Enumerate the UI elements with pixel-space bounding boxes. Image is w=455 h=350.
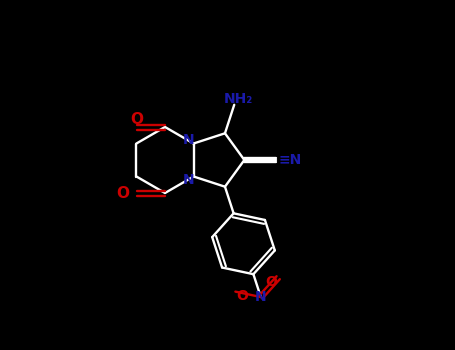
Text: N: N <box>183 133 194 147</box>
Text: O: O <box>265 275 277 289</box>
Text: NH₂: NH₂ <box>223 92 253 106</box>
Text: O: O <box>131 112 143 126</box>
Text: O: O <box>116 186 130 201</box>
Text: N: N <box>255 290 267 304</box>
Text: N: N <box>183 173 194 187</box>
Text: ≡N: ≡N <box>279 153 302 167</box>
Text: O: O <box>237 289 248 303</box>
